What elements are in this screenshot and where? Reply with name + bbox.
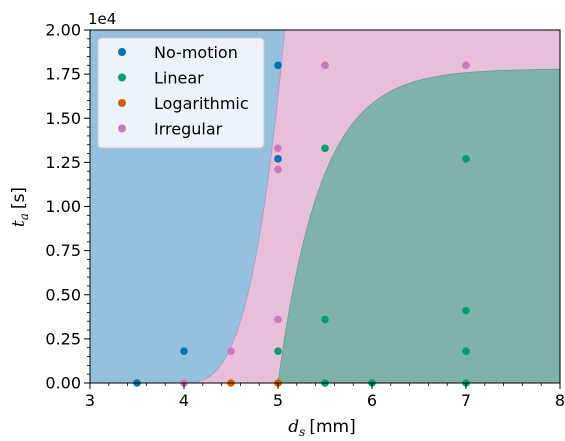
legend-label: No-motion xyxy=(154,43,238,62)
point-linear xyxy=(462,347,470,356)
legend-marker xyxy=(118,48,126,56)
y-axis: 0.00 0.25 0.50 0.75 1.00 1.25 1.50 1.75 2.00 xyxy=(45,21,90,393)
data-points xyxy=(133,61,470,387)
point-no-motion xyxy=(180,347,188,356)
point-irregular xyxy=(321,61,329,70)
legend-marker xyxy=(118,99,126,107)
region-boundary xyxy=(179,30,286,383)
y-tick-label: 0.25 xyxy=(45,329,81,348)
legend-label: Logarithmic xyxy=(154,94,249,113)
y-tick-label: 1.75 xyxy=(45,65,81,84)
point-irregular xyxy=(274,315,282,324)
x-axis-label: ds [mm] xyxy=(288,417,355,439)
point-linear xyxy=(321,315,329,324)
y-offset-label: 1e4 xyxy=(88,10,116,28)
x-axis: 3 4 5 6 7 8 xyxy=(85,383,565,410)
x-tick-label: 6 xyxy=(367,391,377,410)
point-irregular xyxy=(274,165,282,174)
x-tick-label: 7 xyxy=(461,391,471,410)
y-tick-label: 0.50 xyxy=(45,285,81,304)
legend-box xyxy=(97,37,265,149)
legend-marker xyxy=(118,73,126,82)
y-tick-label: 1.00 xyxy=(45,197,81,216)
region-linear xyxy=(277,68,560,383)
x-tick-label: 3 xyxy=(85,391,95,410)
x-tick-label: 5 xyxy=(273,391,283,410)
y-tick-label: 1.25 xyxy=(45,153,81,172)
point-irregular xyxy=(227,347,235,356)
y-tick-label: 2.00 xyxy=(45,21,81,40)
legend: No-motion Linear Logarithmic Irregular xyxy=(97,37,265,149)
point-irregular xyxy=(462,61,470,70)
point-linear xyxy=(462,155,470,163)
point-no-motion xyxy=(274,155,282,163)
legend-label: Linear xyxy=(154,69,204,88)
point-irregular xyxy=(274,144,282,153)
y-tick-label: 0.75 xyxy=(45,241,81,260)
y-axis-label: ta[s] xyxy=(9,187,31,227)
x-tick-label: 8 xyxy=(555,391,565,410)
y-tick-label: 0.00 xyxy=(45,374,81,393)
point-linear xyxy=(321,144,329,153)
point-linear xyxy=(462,306,470,315)
x-tick-label: 4 xyxy=(179,391,189,410)
y-tick-label: 1.50 xyxy=(45,109,81,128)
legend-marker xyxy=(118,124,126,133)
point-linear xyxy=(274,347,282,356)
legend-label: Irregular xyxy=(154,120,223,139)
point-no-motion xyxy=(274,61,282,70)
